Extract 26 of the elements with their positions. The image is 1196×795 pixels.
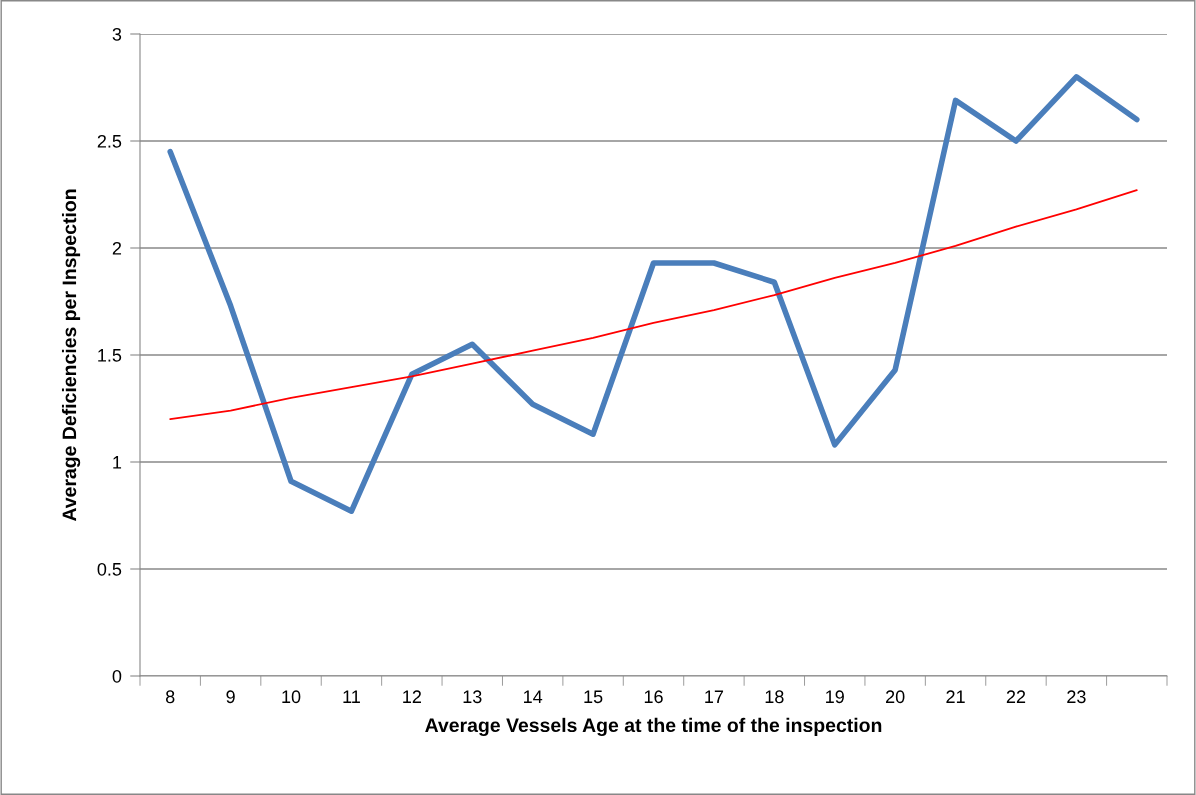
y-tick-label: 0.5: [97, 562, 122, 576]
line-series: [169, 189, 1138, 421]
x-tick-label: 22: [1006, 690, 1026, 703]
x-tick-label: 15: [584, 690, 603, 704]
y-axis-title: Average Deficiencies per Inspection: [61, 189, 81, 522]
x-tick-label: 13: [463, 690, 482, 704]
y-tick-label: 0: [112, 669, 122, 683]
x-tick-label: 16: [644, 690, 663, 704]
x-tick-label: 12: [403, 690, 421, 703]
x-tick-label: 18: [765, 690, 784, 704]
y-tick-label: 2.5: [97, 134, 122, 148]
x-tick-label: 14: [524, 690, 543, 703]
x-tick-label: 23: [1067, 690, 1086, 704]
x-tick-label: 8: [165, 690, 175, 704]
x-tick-label: 20: [886, 690, 905, 704]
x-axis-title: Average Vessels Age at the time of the inspection: [425, 717, 882, 737]
y-tick-label: 3: [112, 27, 122, 41]
x-tick-label: 17: [705, 690, 724, 703]
x-tick-label: 10: [282, 690, 301, 704]
y-tick-label: 2: [112, 241, 122, 255]
x-tick-label: 21: [946, 690, 965, 703]
x-tick-label: 19: [826, 690, 844, 704]
y-tick-label: 1: [113, 456, 122, 469]
y-tick-label: 1.5: [98, 349, 122, 362]
x-tick-label: 9: [226, 690, 235, 704]
x-tick-label: 11: [343, 690, 360, 703]
